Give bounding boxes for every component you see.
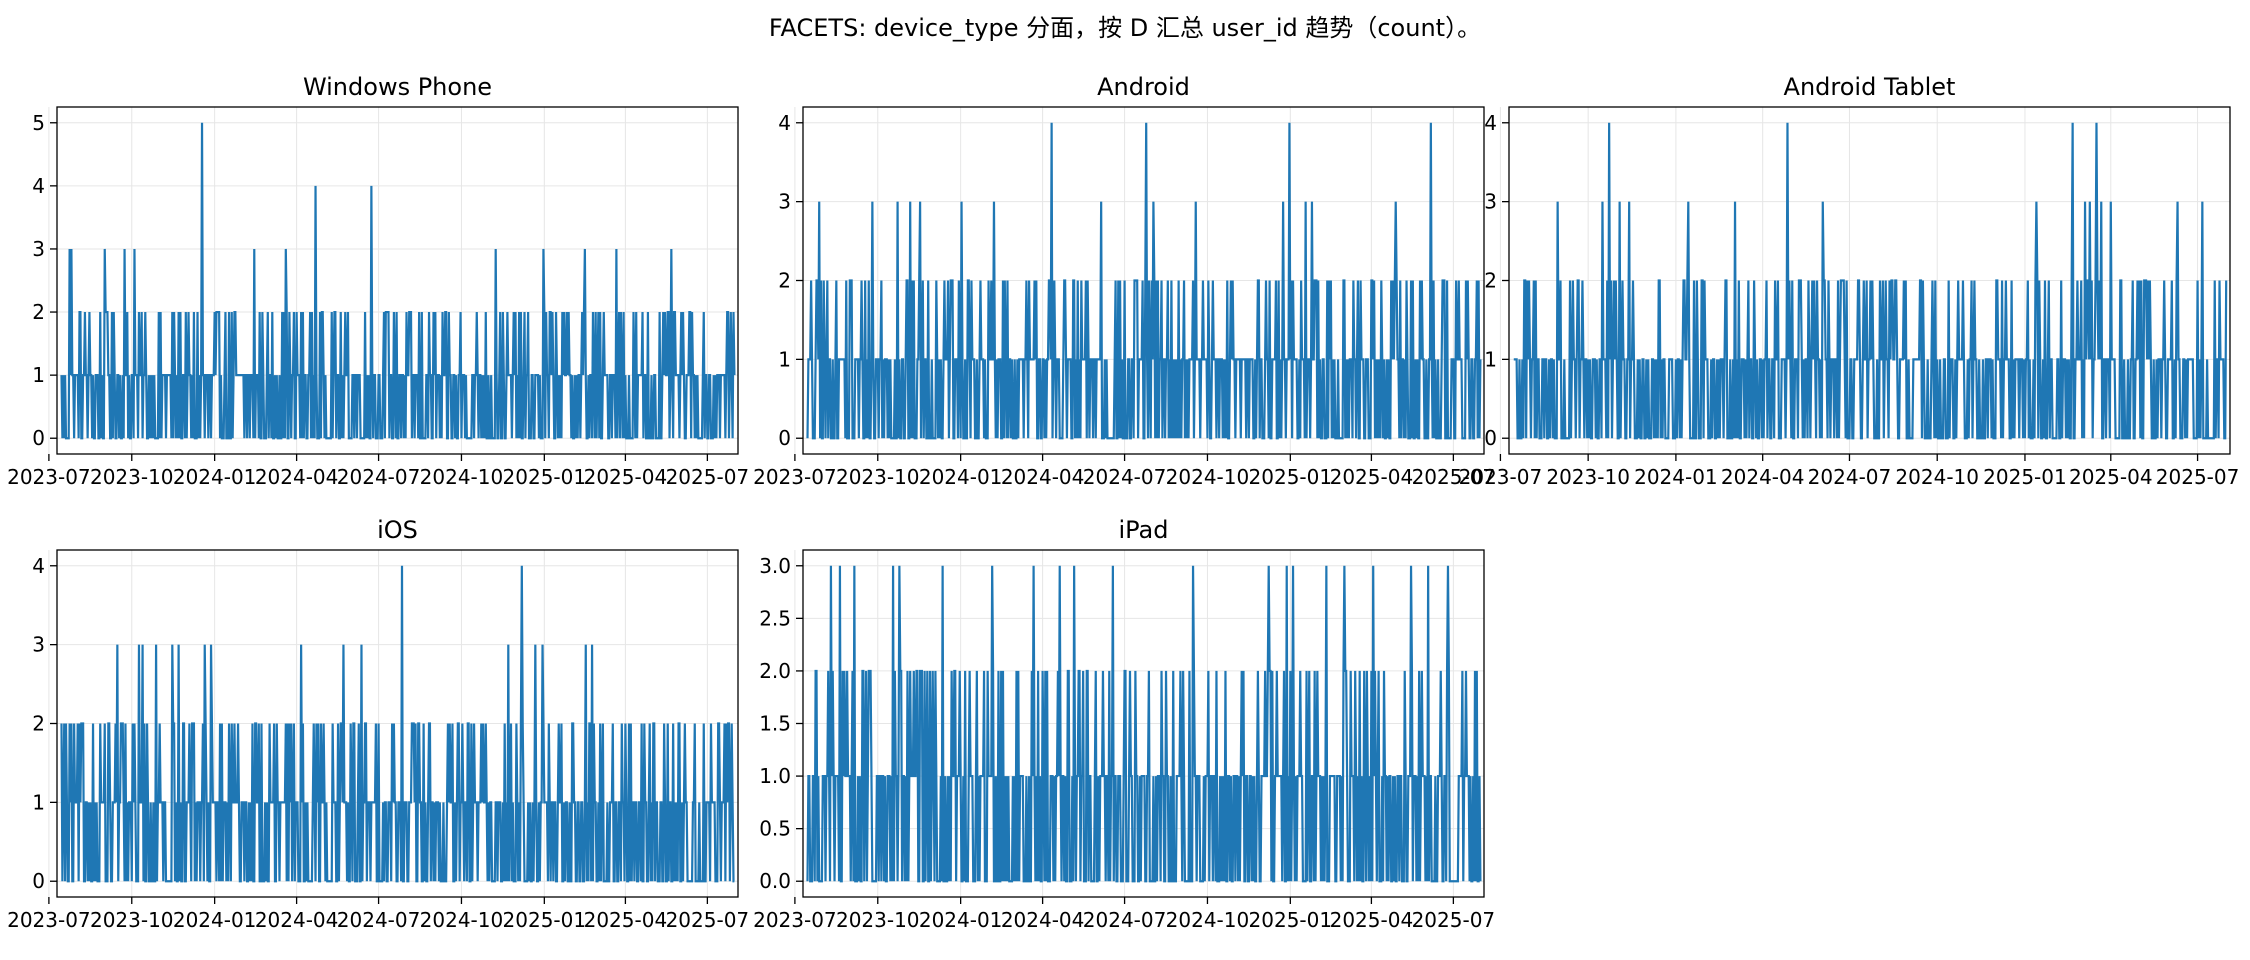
x-tick-label: 2025-01 <box>1983 465 2067 489</box>
y-tick-label: 2 <box>32 300 45 324</box>
panel-title: iPad <box>1118 516 1168 544</box>
y-tick-label: 4 <box>32 554 45 578</box>
x-tick-label: 2023-10 <box>1546 465 1630 489</box>
x-tick-label: 2025-07 <box>666 908 750 932</box>
y-tick-label: 2.5 <box>759 606 791 630</box>
series-line <box>806 122 1482 440</box>
x-tick-label: 2025-01 <box>503 465 587 489</box>
x-tick-label: 2023-10 <box>90 908 174 932</box>
plot-frame <box>56 106 739 455</box>
x-tick-label: 2024-10 <box>420 908 504 932</box>
x-tick-label: 2024-10 <box>420 465 504 489</box>
x-tick-label: 2023-07 <box>753 465 837 489</box>
series-line <box>806 565 1482 883</box>
panel-title: Android Tablet <box>1784 73 1956 101</box>
x-tick-label: 2024-01 <box>919 465 1003 489</box>
x-tick-label: 2025-01 <box>1249 465 1333 489</box>
y-tick-label: 0 <box>32 869 45 893</box>
x-tick-label: 2024-04 <box>1721 465 1805 489</box>
x-tick-label: 2025-07 <box>1412 908 1496 932</box>
x-tick-label: 2024-01 <box>1634 465 1718 489</box>
y-tick-label: 1 <box>1484 347 1497 371</box>
y-tick-label: 3 <box>1484 190 1497 214</box>
y-tick-label: 1 <box>32 363 45 387</box>
x-tick-label: 2025-07 <box>1412 465 1496 489</box>
y-tick-label: 2 <box>1484 269 1497 293</box>
x-tick-label: 2023-07 <box>753 908 837 932</box>
x-tick-label: 2025-04 <box>584 908 668 932</box>
x-tick-label: 2024-04 <box>1001 465 1085 489</box>
x-tick-label: 2024-01 <box>173 908 257 932</box>
y-tick-label: 4 <box>1484 111 1497 135</box>
y-tick-label: 3 <box>32 633 45 657</box>
y-tick-label: 4 <box>778 111 791 135</box>
x-tick-label: 2023-07 <box>1459 465 1543 489</box>
x-tick-label: 2024-07 <box>1083 908 1167 932</box>
panel-title: iOS <box>377 516 418 544</box>
series-line <box>60 122 736 440</box>
x-tick-label: 2025-04 <box>1330 465 1414 489</box>
y-tick-label: 3 <box>32 237 45 261</box>
y-tick-label: 1 <box>778 347 791 371</box>
y-tick-label: 1 <box>32 790 45 814</box>
x-tick-label: 2024-10 <box>1166 908 1250 932</box>
y-tick-label: 0.0 <box>759 869 791 893</box>
x-tick-label: 2023-10 <box>836 465 920 489</box>
y-tick-label: 2.0 <box>759 659 791 683</box>
series-line <box>60 565 735 883</box>
y-tick-label: 1.5 <box>759 712 791 736</box>
x-tick-label: 2024-07 <box>337 908 421 932</box>
x-tick-label: 2023-07 <box>7 908 91 932</box>
y-tick-label: 5 <box>32 111 45 135</box>
y-tick-label: 0.5 <box>759 817 791 841</box>
figure-title: FACETS: device_type 分面，按 D 汇总 user_id 趋势… <box>769 14 1481 42</box>
y-tick-label: 0 <box>778 426 791 450</box>
y-tick-label: 3 <box>778 190 791 214</box>
x-tick-label: 2025-04 <box>1330 908 1414 932</box>
y-tick-label: 0 <box>1484 426 1497 450</box>
x-tick-label: 2025-01 <box>1249 908 1333 932</box>
plot-frame <box>802 549 1485 898</box>
x-tick-label: 2024-01 <box>919 908 1003 932</box>
panel-title: Android <box>1097 73 1190 101</box>
panel-title: Windows Phone <box>303 73 492 101</box>
x-tick-label: 2024-07 <box>1083 465 1167 489</box>
x-tick-label: 2023-10 <box>90 465 174 489</box>
x-tick-label: 2024-04 <box>255 465 339 489</box>
y-tick-label: 0 <box>32 426 45 450</box>
x-tick-label: 2024-10 <box>1895 465 1979 489</box>
x-tick-label: 2024-04 <box>1001 908 1085 932</box>
plot-frame <box>56 549 739 898</box>
y-tick-label: 1.0 <box>759 764 791 788</box>
x-tick-label: 2024-10 <box>1166 465 1250 489</box>
y-tick-label: 2 <box>778 269 791 293</box>
x-tick-label: 2025-04 <box>584 465 668 489</box>
plot-frame <box>1508 106 2231 455</box>
x-tick-label: 2025-01 <box>503 908 587 932</box>
series-line <box>1513 122 2228 440</box>
x-tick-label: 2024-04 <box>255 908 339 932</box>
y-tick-label: 4 <box>32 174 45 198</box>
x-tick-label: 2025-07 <box>2156 465 2240 489</box>
x-tick-label: 2023-07 <box>7 465 91 489</box>
x-tick-label: 2024-01 <box>173 465 257 489</box>
y-tick-label: 2 <box>32 712 45 736</box>
x-tick-label: 2024-07 <box>337 465 421 489</box>
x-tick-label: 2025-04 <box>2069 465 2153 489</box>
x-tick-label: 2025-07 <box>666 465 750 489</box>
plot-frame <box>802 106 1485 455</box>
x-tick-label: 2023-10 <box>836 908 920 932</box>
y-tick-label: 3.0 <box>759 554 791 578</box>
x-tick-label: 2024-07 <box>1808 465 1892 489</box>
